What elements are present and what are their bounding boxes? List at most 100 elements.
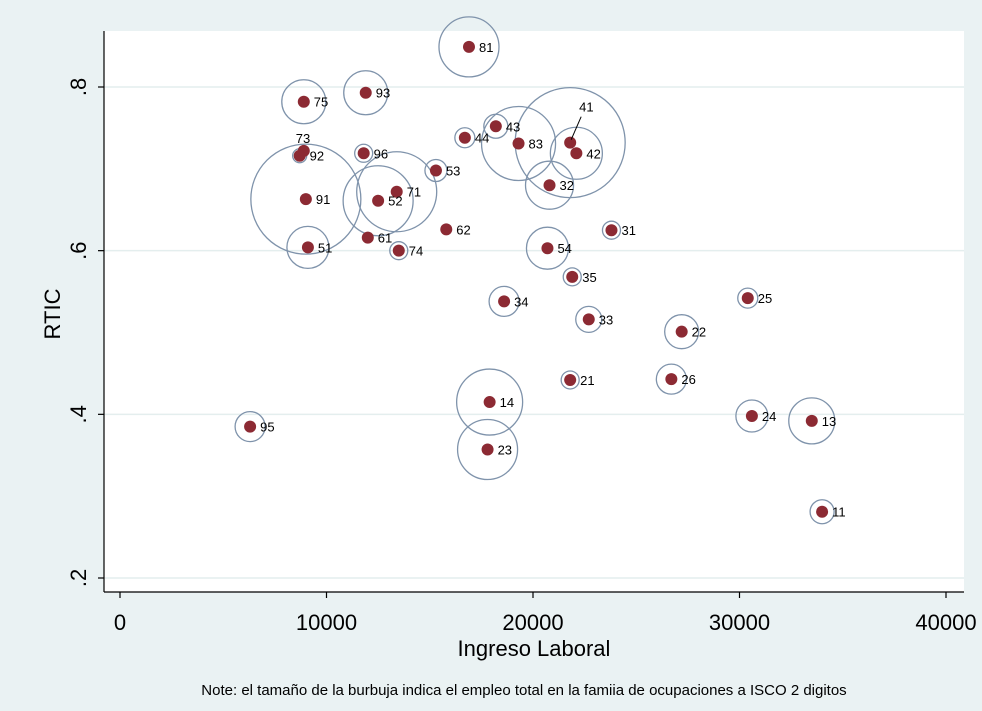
- point-label-26: 26: [681, 372, 695, 387]
- point-43: [489, 120, 502, 133]
- point-91: [299, 193, 312, 206]
- bubble-13: [788, 397, 836, 445]
- point-label-73: 73: [296, 131, 310, 146]
- point-label-95: 95: [260, 420, 274, 435]
- point-44: [458, 131, 471, 144]
- point-label-91: 91: [316, 192, 330, 207]
- point-label-11: 11: [832, 505, 846, 520]
- bubble-75: [281, 79, 327, 125]
- point-92: [293, 149, 306, 162]
- bubble-22: [664, 314, 700, 350]
- bubble-44: [454, 127, 476, 149]
- point-32: [543, 179, 556, 192]
- point-label-14: 14: [500, 395, 514, 410]
- point-label-23: 23: [498, 443, 512, 458]
- point-26: [665, 373, 678, 386]
- bubble-74: [389, 241, 409, 261]
- x-tick-label: 20000: [502, 610, 563, 635]
- data-points: [244, 40, 829, 518]
- point-label-61: 61: [378, 231, 392, 246]
- point-81: [462, 40, 475, 53]
- point-label-41: 41: [579, 100, 593, 115]
- point-label-74: 74: [409, 244, 423, 259]
- point-41: [564, 136, 577, 149]
- point-95: [244, 420, 257, 433]
- gridlines: [104, 86, 964, 579]
- point-42: [570, 147, 583, 160]
- point-label-51: 51: [318, 240, 332, 255]
- point-label-25: 25: [758, 291, 772, 306]
- point-23: [481, 443, 494, 456]
- chart-note: Note: el tamaño de la burbuja indica el …: [201, 682, 846, 699]
- point-53: [429, 164, 442, 177]
- bubble-96: [354, 143, 374, 163]
- bubble-51: [286, 225, 330, 270]
- point-label-92: 92: [310, 149, 324, 164]
- point-14: [483, 396, 496, 409]
- point-11: [816, 505, 829, 518]
- y-tick-label: .8: [66, 78, 91, 96]
- bubble-34: [488, 285, 520, 318]
- point-label-43: 43: [506, 119, 520, 134]
- point-label-32: 32: [560, 178, 574, 193]
- point-31: [605, 224, 618, 237]
- y-tick-label: .6: [66, 241, 91, 259]
- bubble-71: [356, 151, 438, 233]
- point-label-31: 31: [621, 223, 635, 238]
- point-label-33: 33: [599, 312, 613, 327]
- point-label-93: 93: [376, 86, 390, 101]
- bubble-52: [342, 165, 414, 237]
- point-24: [745, 409, 758, 422]
- bubble-91: [250, 143, 362, 255]
- x-tick-label: 0: [114, 610, 126, 635]
- point-22: [675, 325, 688, 338]
- point-label-62: 62: [456, 222, 470, 237]
- point-label-53: 53: [446, 163, 460, 178]
- point-label-83: 83: [529, 136, 543, 151]
- point-label-75: 75: [314, 95, 328, 110]
- point-33: [582, 313, 595, 326]
- x-axis-title: Ingreso Laboral: [458, 636, 611, 661]
- point-label-22: 22: [692, 325, 706, 340]
- point-74: [392, 244, 405, 257]
- label-leader-41: [570, 116, 582, 140]
- x-tick-label: 10000: [296, 610, 357, 635]
- point-label-71: 71: [407, 185, 421, 200]
- plot-area: [104, 31, 964, 592]
- axes: .2 .4 .6 .8 0 10000 20000 30000 40000: [66, 31, 977, 635]
- point-62: [440, 223, 453, 236]
- point-93: [359, 86, 372, 99]
- point-61: [361, 231, 374, 244]
- bubble-25: [737, 287, 759, 309]
- point-label-42: 42: [586, 146, 600, 161]
- bubble-14: [455, 368, 524, 436]
- point-label-54: 54: [557, 241, 571, 256]
- point-label-35: 35: [582, 270, 596, 285]
- point-label-24: 24: [762, 409, 776, 424]
- point-83: [512, 137, 525, 150]
- point-13: [805, 414, 818, 427]
- point-35: [566, 270, 579, 283]
- point-label-13: 13: [822, 414, 836, 429]
- point-96: [357, 147, 370, 160]
- y-tick-label: .4: [66, 405, 91, 423]
- point-51: [301, 241, 314, 254]
- point-label-81: 81: [479, 40, 493, 55]
- bubble-83: [480, 105, 557, 182]
- bubble-93: [343, 70, 389, 116]
- bubble-26: [655, 363, 688, 395]
- point-label-21: 21: [580, 373, 594, 388]
- bubble-23: [456, 418, 519, 481]
- bubble-35: [562, 267, 582, 287]
- point-label-44: 44: [475, 131, 489, 146]
- point-34: [498, 295, 511, 308]
- bubble-54: [525, 226, 570, 270]
- point-52: [372, 194, 385, 207]
- y-axis-title: RTIC: [40, 288, 65, 339]
- bubble-11: [809, 499, 835, 525]
- y-tick-label: .2: [66, 569, 91, 587]
- point-25: [741, 292, 754, 305]
- point-54: [541, 242, 554, 255]
